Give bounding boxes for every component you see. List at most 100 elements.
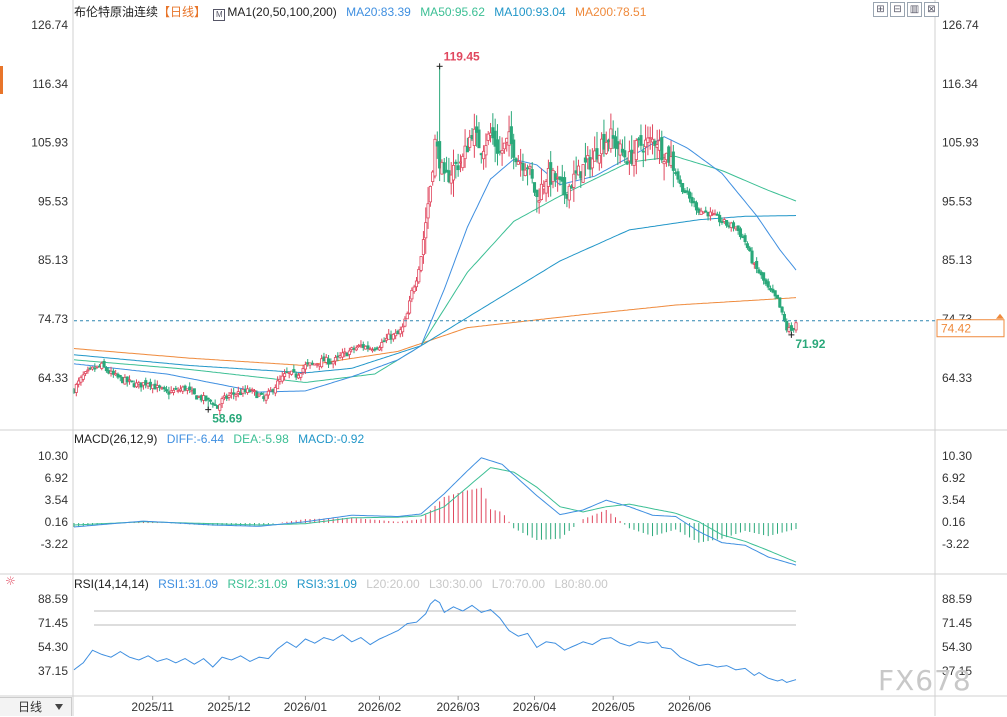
candle-body — [671, 151, 675, 171]
candle-body — [327, 358, 331, 365]
candle-body — [563, 177, 567, 196]
macd-y-tick: 3.54 — [45, 493, 69, 507]
macd-y-tick: 0.16 — [45, 515, 69, 529]
candlestick-layer — [72, 66, 798, 416]
period-tag[interactable]: 【日线】 — [158, 5, 207, 19]
bar-chart-icon[interactable]: ▥ — [907, 2, 922, 17]
candle-body — [500, 150, 504, 154]
rsi3-value: RSI3:31.09 — [296, 577, 357, 591]
candle-body — [743, 235, 747, 243]
ma-label: MA1(20,50,100,200) — [227, 5, 337, 19]
period-selector-button[interactable]: 日线 — [0, 697, 72, 716]
price-y-tick: 95.53 — [38, 194, 68, 208]
candle-body — [134, 382, 139, 388]
candle-body — [685, 190, 689, 193]
candle-body — [303, 364, 307, 370]
candle-body — [266, 390, 270, 396]
macd-y-tick-right: -3.22 — [942, 537, 970, 551]
main-legend: 布伦特原油连续【日线】 M MA1(20,50,100,200) MA20:83.… — [74, 3, 652, 21]
price-y-tick: 105.93 — [31, 136, 68, 150]
rsi-y-tick: 37.15 — [38, 664, 68, 678]
candle-body — [472, 128, 476, 147]
candle-body — [232, 392, 236, 395]
candle-body — [176, 390, 180, 392]
candle-body — [697, 208, 701, 213]
candle-body — [625, 161, 629, 165]
left-edge-marker — [0, 66, 3, 94]
price-y-tick: 74.73 — [38, 312, 68, 326]
candle-body — [428, 186, 432, 203]
candle-body — [407, 300, 412, 314]
zoom-in-icon[interactable]: ⊞ — [873, 2, 888, 17]
candle-body — [750, 250, 754, 264]
candle-body — [576, 165, 581, 176]
price-y-tick-right: 105.93 — [942, 136, 979, 150]
candle-body — [662, 161, 666, 165]
moving-average-layer — [73, 136, 797, 393]
candle-body — [373, 348, 377, 351]
x-tick-label: 2026/01 — [284, 700, 328, 714]
candle-body — [280, 375, 284, 382]
candle-body — [412, 286, 416, 292]
candle-body — [421, 239, 425, 256]
macd-dea: DEA:-5.98 — [233, 432, 289, 446]
candle-body — [681, 183, 685, 193]
candle-body — [250, 388, 254, 391]
candle-body — [405, 313, 409, 320]
rsi1-value: RSI1:31.09 — [158, 577, 219, 591]
candle-body — [301, 368, 305, 373]
candle-body — [410, 289, 414, 300]
x-tick-label: 2026/03 — [436, 700, 480, 714]
ma-indicator-icon: M — [213, 9, 226, 21]
ma100-value: MA100:93.04 — [494, 5, 566, 19]
candle-body — [218, 404, 222, 411]
candle-body — [521, 162, 525, 171]
candle-body — [239, 392, 243, 396]
candle-body — [419, 256, 423, 271]
candle-body — [678, 179, 682, 184]
candle-body — [454, 161, 458, 164]
candle-body — [127, 379, 132, 382]
candle-body — [84, 371, 88, 374]
candle-body — [463, 145, 467, 160]
rsi2-value: RSI2:31.09 — [227, 577, 288, 591]
candle-body — [394, 332, 398, 337]
candle-body — [583, 157, 587, 163]
candle-body — [755, 260, 759, 270]
candle-body — [234, 394, 238, 397]
ma200-line — [73, 297, 797, 367]
price-y-tick-right: 64.33 — [942, 371, 972, 385]
candle-body — [766, 281, 770, 288]
candle-body — [264, 394, 268, 401]
candle-body — [289, 370, 294, 375]
candle-body — [104, 367, 108, 372]
candle-body — [79, 376, 83, 383]
candle-body — [206, 397, 210, 400]
candle-body — [738, 228, 743, 237]
candle-body — [667, 146, 671, 163]
rsi-l30: L30:30.00 — [428, 577, 483, 591]
x-tick-label: 2026/06 — [668, 700, 712, 714]
candle-body — [77, 380, 81, 385]
candle-body — [148, 381, 152, 387]
candle-body — [537, 200, 541, 203]
settings-icon[interactable]: ☼ — [5, 574, 16, 588]
rsi-l20: L20:20.00 — [366, 577, 420, 591]
candle-body — [144, 380, 148, 386]
candle-body — [211, 402, 215, 405]
x-tick-label: 2026/04 — [513, 700, 557, 714]
candle-body — [81, 374, 85, 380]
ma20-line — [73, 136, 797, 393]
x-tick-label: 2025/11 — [131, 700, 174, 714]
zoom-out-icon[interactable]: ⊟ — [890, 2, 905, 17]
candle-body — [213, 404, 217, 406]
ma200-value: MA200:78.51 — [574, 5, 647, 19]
candle-body — [283, 373, 287, 377]
macd-value: MACD:-0.92 — [298, 432, 365, 446]
candle-body — [602, 134, 606, 150]
close-icon[interactable]: ⊠ — [924, 2, 939, 17]
candle-body — [431, 171, 435, 182]
macd-y-tick-right: 0.16 — [942, 515, 966, 529]
candle-body — [74, 384, 78, 393]
